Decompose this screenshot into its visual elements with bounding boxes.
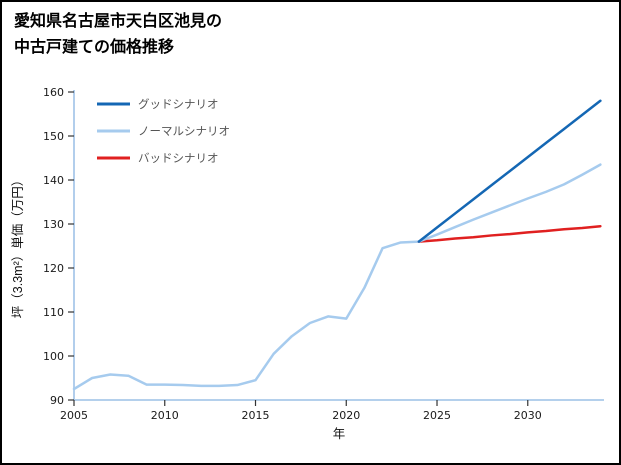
chart-title: 愛知県名古屋市天白区池見の 中古戸建ての価格推移	[14, 9, 222, 60]
x-tick-label: 2010	[151, 409, 179, 422]
series-line-history	[72, 240, 421, 391]
y-tick-label: 120	[43, 262, 64, 275]
x-tick-label: 2005	[60, 409, 88, 422]
x-tick-label: 2015	[242, 409, 270, 422]
chart-title-line1: 愛知県名古屋市天白区池見の	[14, 13, 223, 30]
legend-label-0: グッドシナリオ	[138, 97, 219, 111]
x-tick-label: 2030	[514, 409, 542, 422]
y-tick-label: 140	[43, 174, 64, 187]
legend-label-2: バッドシナリオ	[138, 152, 219, 165]
series-line-normal-scenario	[417, 163, 602, 243]
y-tick-label: 100	[43, 350, 64, 363]
x-axis-label: 年	[333, 427, 346, 441]
y-tick-label: 110	[43, 306, 64, 319]
x-tick-label: 2020	[332, 409, 360, 422]
y-tick-label: 160	[43, 86, 64, 99]
series-line-good-scenario	[417, 99, 602, 243]
y-tick-label: 150	[43, 130, 64, 143]
y-axis-label: 坪（3.3m²）単価（万円）	[11, 174, 25, 318]
y-tick-label: 130	[43, 218, 64, 231]
chart-title-line2: 中古戸建ての価格推移	[14, 38, 175, 56]
legend-label-1: ノーマルシナリオ	[138, 125, 230, 138]
x-tick-label: 2025	[423, 409, 451, 422]
y-tick-label: 90	[50, 394, 64, 407]
series-line-bad-scenario	[417, 224, 602, 243]
